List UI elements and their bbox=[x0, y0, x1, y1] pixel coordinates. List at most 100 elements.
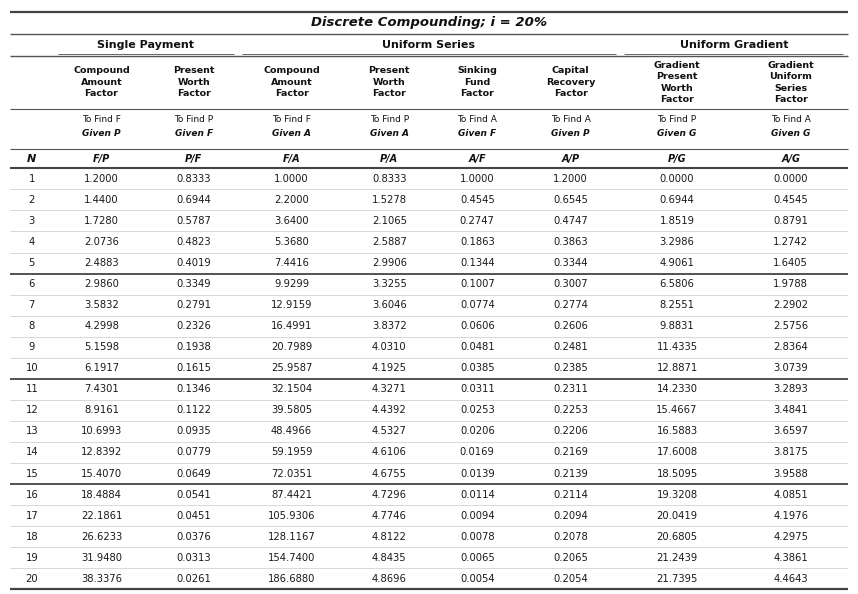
Text: 2.8364: 2.8364 bbox=[773, 342, 808, 352]
Text: 0.2054: 0.2054 bbox=[553, 574, 588, 584]
Text: 128.1167: 128.1167 bbox=[268, 532, 316, 542]
Text: 5.3680: 5.3680 bbox=[275, 237, 309, 247]
Text: 4.3271: 4.3271 bbox=[372, 384, 407, 394]
Text: To Find F: To Find F bbox=[272, 115, 311, 124]
Text: 72.0351: 72.0351 bbox=[271, 469, 312, 479]
Text: 0.0253: 0.0253 bbox=[460, 405, 495, 415]
Text: 0.0774: 0.0774 bbox=[460, 300, 495, 310]
Text: N: N bbox=[27, 154, 36, 164]
Text: 17.6008: 17.6008 bbox=[656, 447, 698, 457]
Text: Compound
Amount
Factor: Compound Amount Factor bbox=[73, 67, 130, 98]
Text: 0.1122: 0.1122 bbox=[177, 405, 211, 415]
Text: 17: 17 bbox=[26, 511, 38, 520]
Text: 3.5832: 3.5832 bbox=[84, 300, 119, 310]
Text: 2.4883: 2.4883 bbox=[84, 258, 119, 268]
Text: 0.2774: 0.2774 bbox=[553, 300, 588, 310]
Text: 0.0311: 0.0311 bbox=[460, 384, 495, 394]
Text: 0.0481: 0.0481 bbox=[460, 342, 494, 352]
Text: 4.1925: 4.1925 bbox=[372, 364, 407, 373]
Text: Given A: Given A bbox=[272, 129, 311, 138]
Text: 0.2169: 0.2169 bbox=[553, 447, 589, 457]
Text: To Find P: To Find P bbox=[174, 115, 214, 124]
Text: 10: 10 bbox=[26, 364, 38, 373]
Text: 20.6805: 20.6805 bbox=[656, 532, 698, 542]
Text: 31.9480: 31.9480 bbox=[81, 552, 122, 563]
Text: 19: 19 bbox=[26, 552, 38, 563]
Text: 0.2385: 0.2385 bbox=[553, 364, 588, 373]
Text: P/G: P/G bbox=[668, 154, 686, 164]
Text: Single Payment: Single Payment bbox=[97, 40, 194, 50]
Text: 1.2000: 1.2000 bbox=[553, 174, 588, 184]
Text: 0.0313: 0.0313 bbox=[177, 552, 211, 563]
Text: 3.9588: 3.9588 bbox=[773, 469, 808, 479]
Text: 1.6405: 1.6405 bbox=[773, 258, 808, 268]
Text: 21.2439: 21.2439 bbox=[656, 552, 698, 563]
Text: 0.4545: 0.4545 bbox=[773, 195, 808, 205]
Text: 8.9161: 8.9161 bbox=[84, 405, 119, 415]
Text: 7.4301: 7.4301 bbox=[84, 384, 119, 394]
Text: 18.5095: 18.5095 bbox=[656, 469, 698, 479]
Text: 2.1065: 2.1065 bbox=[372, 216, 407, 226]
Text: 4.6755: 4.6755 bbox=[372, 469, 407, 479]
Text: 0.0385: 0.0385 bbox=[460, 364, 494, 373]
Text: 15.4667: 15.4667 bbox=[656, 405, 698, 415]
Text: 9.8831: 9.8831 bbox=[660, 321, 694, 331]
Text: 1.2742: 1.2742 bbox=[773, 237, 808, 247]
Text: 4.8696: 4.8696 bbox=[372, 574, 407, 584]
Text: Gradient
Present
Worth
Factor: Gradient Present Worth Factor bbox=[654, 61, 700, 104]
Text: 8: 8 bbox=[28, 321, 35, 331]
Text: 0.0606: 0.0606 bbox=[460, 321, 495, 331]
Text: 3.2893: 3.2893 bbox=[773, 384, 808, 394]
Text: 0.2326: 0.2326 bbox=[177, 321, 211, 331]
Text: Given G: Given G bbox=[657, 129, 697, 138]
Text: 0.8333: 0.8333 bbox=[177, 174, 211, 184]
Text: P/F: P/F bbox=[185, 154, 202, 164]
Text: 0.0139: 0.0139 bbox=[460, 469, 495, 479]
Text: 4.2998: 4.2998 bbox=[84, 321, 119, 331]
Text: 16: 16 bbox=[26, 489, 38, 500]
Text: 0.4545: 0.4545 bbox=[460, 195, 495, 205]
Text: 0.0779: 0.0779 bbox=[177, 447, 211, 457]
Text: 0.0114: 0.0114 bbox=[460, 489, 495, 500]
Text: 0.1346: 0.1346 bbox=[177, 384, 211, 394]
Text: 1.5278: 1.5278 bbox=[372, 195, 407, 205]
Text: 7: 7 bbox=[28, 300, 35, 310]
Text: 2.2902: 2.2902 bbox=[773, 300, 808, 310]
Text: 9.9299: 9.9299 bbox=[274, 279, 309, 289]
Text: 4.0851: 4.0851 bbox=[773, 489, 808, 500]
Text: Given F: Given F bbox=[458, 129, 497, 138]
Text: 0.3863: 0.3863 bbox=[553, 237, 588, 247]
Text: 2.0736: 2.0736 bbox=[84, 237, 119, 247]
Text: 4.4643: 4.4643 bbox=[774, 574, 808, 584]
Text: 0.0541: 0.0541 bbox=[177, 489, 211, 500]
Text: 4.4392: 4.4392 bbox=[372, 405, 407, 415]
Text: 5.1598: 5.1598 bbox=[84, 342, 119, 352]
Text: 16.4991: 16.4991 bbox=[271, 321, 312, 331]
Text: 14.2330: 14.2330 bbox=[656, 384, 698, 394]
Text: 18: 18 bbox=[26, 532, 38, 542]
Text: 4: 4 bbox=[28, 237, 35, 247]
Text: 0.0094: 0.0094 bbox=[460, 511, 494, 520]
Text: 12.8871: 12.8871 bbox=[656, 364, 698, 373]
Text: 3.6400: 3.6400 bbox=[275, 216, 309, 226]
Text: 0.0206: 0.0206 bbox=[460, 426, 495, 437]
Text: Uniform Gradient: Uniform Gradient bbox=[680, 40, 789, 50]
Text: 0.2078: 0.2078 bbox=[553, 532, 588, 542]
Text: 2.9860: 2.9860 bbox=[84, 279, 119, 289]
Text: 0.1007: 0.1007 bbox=[460, 279, 495, 289]
Text: 4.2975: 4.2975 bbox=[773, 532, 808, 542]
Text: 4.5327: 4.5327 bbox=[372, 426, 407, 437]
Text: 1.2000: 1.2000 bbox=[84, 174, 119, 184]
Text: 12.9159: 12.9159 bbox=[271, 300, 312, 310]
Text: Given P: Given P bbox=[552, 129, 590, 138]
Text: 0.3007: 0.3007 bbox=[553, 279, 588, 289]
Text: 0.2094: 0.2094 bbox=[553, 511, 588, 520]
Text: 59.1959: 59.1959 bbox=[271, 447, 312, 457]
Text: 0.0000: 0.0000 bbox=[774, 174, 808, 184]
Text: 0.3349: 0.3349 bbox=[177, 279, 211, 289]
Text: 12.8392: 12.8392 bbox=[81, 447, 122, 457]
Text: 6.5806: 6.5806 bbox=[660, 279, 694, 289]
Text: 105.9306: 105.9306 bbox=[268, 511, 316, 520]
Text: 13: 13 bbox=[26, 426, 38, 437]
Text: 0.2114: 0.2114 bbox=[553, 489, 588, 500]
